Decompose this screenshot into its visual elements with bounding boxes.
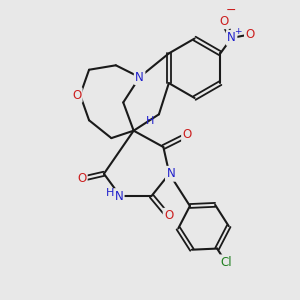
- Text: −: −: [226, 4, 236, 17]
- Text: O: O: [164, 209, 173, 222]
- Text: O: O: [72, 88, 81, 101]
- Text: O: O: [245, 28, 255, 41]
- Text: Cl: Cl: [220, 256, 232, 269]
- Text: O: O: [220, 15, 229, 28]
- Text: H: H: [106, 188, 114, 197]
- Text: N: N: [135, 71, 144, 84]
- Text: +: +: [234, 27, 241, 36]
- Text: N: N: [114, 190, 123, 202]
- Text: N: N: [167, 167, 175, 180]
- Text: N: N: [227, 32, 236, 44]
- Text: H: H: [146, 116, 154, 126]
- Text: O: O: [182, 128, 192, 141]
- Text: O: O: [77, 172, 86, 185]
